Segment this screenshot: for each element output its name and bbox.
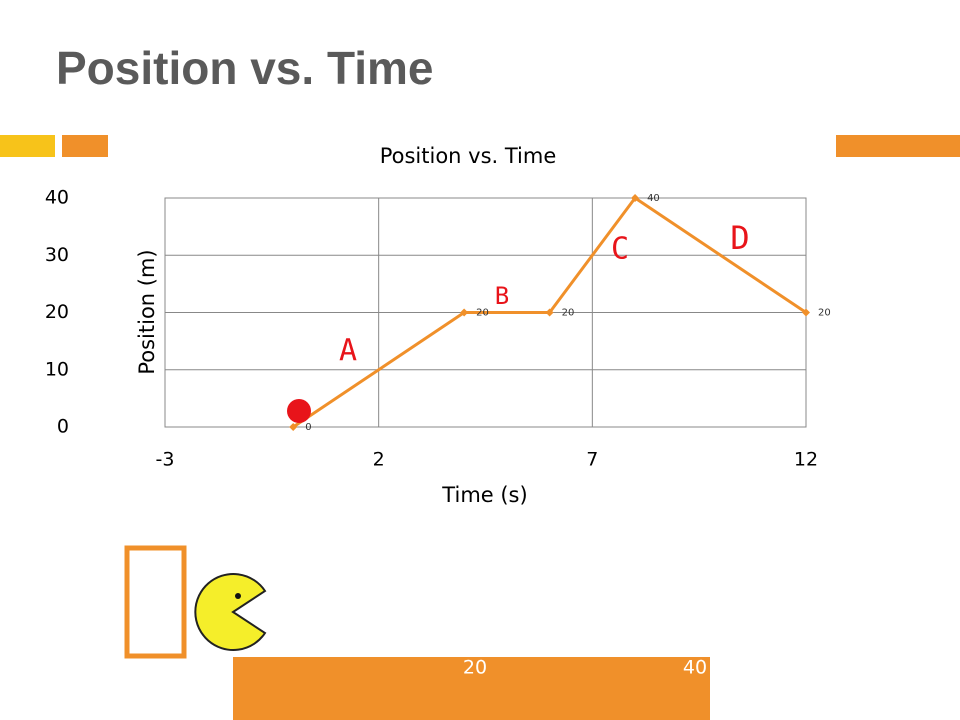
- x-tick-label: -3: [156, 449, 175, 471]
- x-tick-label: 7: [586, 449, 598, 471]
- point: [631, 194, 640, 202]
- annotation: A: [339, 334, 357, 369]
- point: [289, 423, 298, 431]
- bottom-bar: [233, 657, 710, 720]
- annotation: D: [730, 219, 749, 257]
- plot: 0 10 20 30 40 -3 2 7 12 0 20 20 40 20 A B C D: [45, 187, 831, 471]
- point: [802, 308, 810, 317]
- glyph-box: [124, 545, 187, 659]
- x-axis-label: Time (s): [441, 483, 527, 507]
- accent: [62, 135, 108, 157]
- slide-title: Position vs. Time: [56, 42, 433, 94]
- data-label: 20: [562, 308, 575, 319]
- data-label: 20: [476, 308, 489, 319]
- chart-title: Position vs. Time: [380, 144, 557, 168]
- y-tick-label: 10: [45, 358, 69, 380]
- data-label: 40: [647, 193, 660, 204]
- x-tick-label: 2: [373, 449, 385, 471]
- y-tick-label: 0: [57, 416, 69, 438]
- pacman-eye: [235, 593, 241, 599]
- annotation: B: [495, 282, 509, 310]
- data-label: 20: [818, 308, 831, 319]
- point: [545, 308, 554, 317]
- annotation: C: [611, 232, 629, 267]
- pacman: [194, 573, 267, 651]
- y-tick-label: 20: [45, 301, 69, 323]
- point: [460, 308, 469, 317]
- y-axis-label: Position (m): [135, 249, 159, 374]
- x-tick-label: 12: [794, 449, 818, 471]
- bar-label: 40: [683, 657, 707, 679]
- y-tick-label: 40: [45, 187, 69, 209]
- ball: [287, 399, 311, 423]
- data-label: 0: [305, 422, 311, 433]
- accent: [0, 135, 55, 157]
- bar-label: 20: [463, 657, 487, 679]
- y-tick-label: 30: [45, 244, 69, 266]
- accent: [836, 135, 960, 157]
